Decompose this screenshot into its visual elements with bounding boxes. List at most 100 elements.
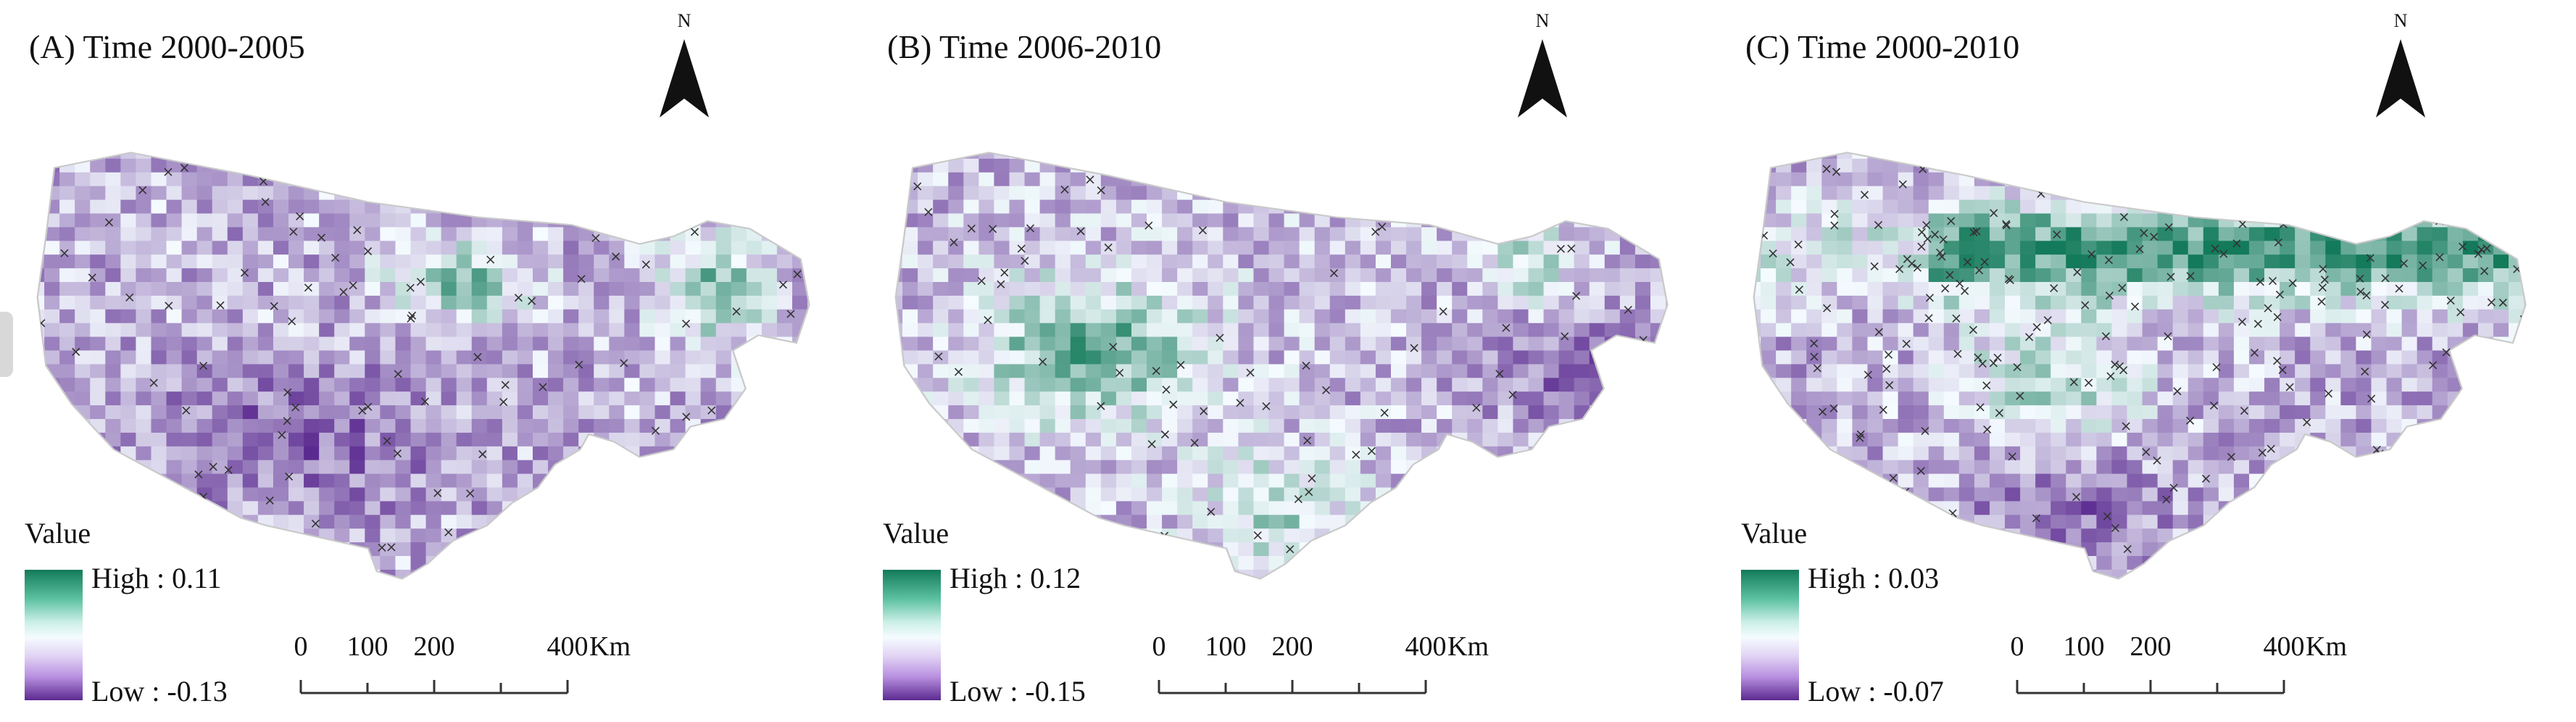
- scale-tick-label: 400: [547, 631, 589, 662]
- cross-marker-icon: [2351, 214, 2359, 223]
- cross-marker-icon: [1963, 257, 1972, 267]
- cross-marker-icon: [2131, 302, 2140, 311]
- cross-marker-icon: [2324, 159, 2333, 168]
- cross-marker-icon: [1086, 175, 1094, 184]
- cross-marker-icon: [2467, 516, 2476, 525]
- cross-marker-icon: [2036, 170, 2045, 179]
- cross-marker-icon: [516, 516, 525, 525]
- cross-marker-icon: [486, 255, 495, 264]
- cross-marker-icon: [726, 180, 734, 188]
- cross-marker-icon: [1898, 180, 1907, 188]
- cross-marker-icon: [1874, 328, 1883, 336]
- cross-marker-icon: [582, 507, 591, 517]
- cross-marker-icon: [1810, 352, 1819, 361]
- cross-marker-icon: [1378, 223, 1387, 231]
- map-panel-c: (C) Time 2000-2010 N Value High : 0.03 L…: [1716, 0, 2575, 722]
- edge-handle: [0, 312, 13, 377]
- cross-marker-icon: [628, 457, 638, 466]
- cross-marker-icon: [270, 302, 278, 310]
- cross-marker-icon: [732, 307, 741, 316]
- cross-marker-icon: [2212, 363, 2221, 372]
- cross-marker-icon: [125, 293, 134, 302]
- cross-marker-icon: [1380, 408, 1389, 418]
- north-label: N: [1535, 10, 1550, 31]
- cross-marker-icon: [2435, 546, 2444, 555]
- cross-marker-icon: [1994, 562, 2003, 570]
- cross-marker-icon: [1262, 402, 1271, 411]
- cross-marker-icon: [1945, 270, 1954, 279]
- cross-marker-icon: [1969, 325, 1977, 334]
- cross-marker-icon: [2474, 249, 2482, 258]
- cross-marker-icon: [2511, 161, 2520, 170]
- cross-marker-icon: [1955, 552, 1964, 561]
- cross-marker-icon: [1753, 220, 1759, 228]
- cross-marker-icon: [1937, 252, 1946, 261]
- cross-marker-icon: [2211, 244, 2219, 253]
- cross-marker-icon: [2482, 244, 2491, 253]
- cross-marker-icon: [1172, 167, 1181, 175]
- cross-marker-icon: [149, 378, 158, 387]
- north-indicator: N: [655, 10, 713, 119]
- scale-bar: 0 100 200 400 Km: [286, 631, 631, 710]
- cross-marker-icon: [1162, 385, 1171, 394]
- cross-marker-icon: [2385, 223, 2394, 232]
- cross-marker-icon: [1611, 515, 1621, 524]
- cross-marker-icon: [1561, 332, 1569, 341]
- cross-marker-icon: [2464, 441, 2473, 450]
- map-panel-a: (A) Time 2000-2005 N Value High : 0.11 L…: [0, 0, 858, 722]
- cross-marker-icon: [778, 281, 787, 289]
- cross-marker-icon: [2010, 557, 2019, 566]
- cross-marker-icon: [2210, 401, 2219, 410]
- cross-marker-icon: [707, 406, 716, 415]
- cross-marker-icon: [364, 247, 373, 256]
- cross-marker-icon: [2245, 182, 2254, 191]
- cross-marker-icon: [2176, 202, 2185, 211]
- cross-marker-icon: [934, 352, 943, 361]
- cross-marker-icon: [2485, 224, 2493, 233]
- cross-marker-icon: [358, 406, 367, 415]
- cross-marker-icon: [924, 208, 933, 217]
- cross-marker-icon: [240, 268, 249, 277]
- cross-marker-icon: [2367, 394, 2376, 403]
- cross-marker-icon: [501, 514, 510, 523]
- cross-marker-icon: [1975, 266, 1984, 275]
- cross-marker-icon: [2186, 272, 2195, 281]
- cross-marker-icon: [2498, 298, 2507, 307]
- cross-marker-icon: [2319, 265, 2327, 273]
- cross-marker-icon: [2366, 254, 2375, 262]
- cross-marker-icon: [1829, 404, 1838, 412]
- cross-marker-icon: [383, 436, 391, 445]
- cross-marker-icon: [331, 254, 340, 262]
- cross-marker-icon: [2237, 209, 2245, 218]
- cross-marker-icon: [394, 370, 402, 378]
- cross-marker-icon: [1830, 221, 1839, 230]
- cross-marker-icon: [317, 233, 326, 242]
- cross-marker-icon: [1995, 409, 2004, 418]
- cross-marker-icon: [1930, 230, 1940, 239]
- cross-marker-icon: [2435, 253, 2444, 262]
- legend-color-ramp: [1741, 570, 1799, 700]
- cross-marker-icon: [1038, 357, 1047, 366]
- cross-marker-icon: [913, 182, 922, 191]
- cross-marker-icon: [104, 218, 114, 227]
- cross-marker-icon: [2487, 298, 2496, 307]
- cross-marker-icon: [2030, 156, 2039, 165]
- cross-marker-icon: [950, 238, 958, 246]
- cross-marker-icon: [1216, 333, 1224, 342]
- cross-marker-icon: [2201, 474, 2211, 483]
- cross-marker-icon: [466, 489, 475, 498]
- cross-marker-icon: [404, 172, 413, 180]
- cross-marker-icon: [651, 426, 660, 435]
- cross-marker-icon: [2380, 300, 2390, 310]
- cross-marker-icon: [311, 519, 320, 528]
- cross-marker-icon: [988, 225, 997, 233]
- cross-marker-icon: [1572, 291, 1581, 300]
- cross-marker-icon: [1823, 304, 1832, 312]
- cross-marker-icon: [180, 164, 188, 173]
- cross-marker-icon: [1786, 258, 1795, 267]
- cross-marker-icon: [2278, 365, 2287, 375]
- legend-color-ramp: [883, 570, 941, 700]
- cross-marker-icon: [88, 273, 96, 282]
- cross-marker-icon: [1293, 557, 1302, 565]
- cross-marker-icon: [1947, 217, 1956, 225]
